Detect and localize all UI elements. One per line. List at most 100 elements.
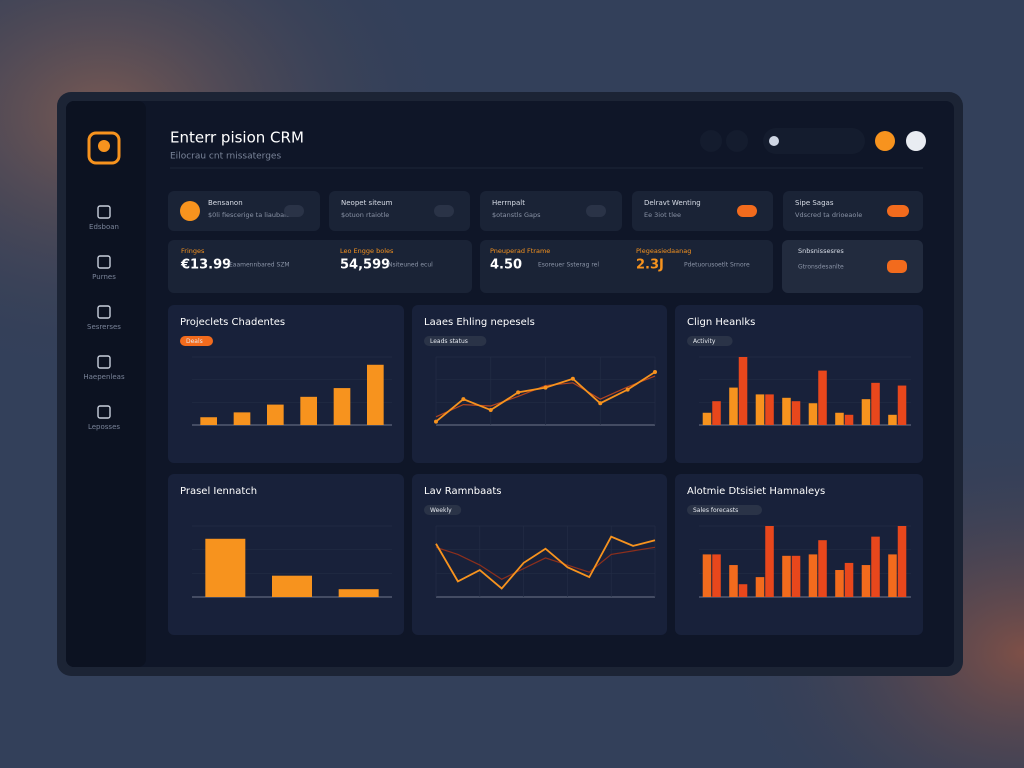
bar <box>200 417 217 425</box>
bar <box>782 397 791 425</box>
kpi-text: Eaamennbared SZM <box>229 262 290 269</box>
kpi-text: Pdetuorusoetlt Srnore <box>684 262 750 269</box>
badge-text: Weekly <box>430 507 452 514</box>
point <box>461 397 466 402</box>
bar <box>835 412 844 425</box>
chart-panel <box>412 474 667 635</box>
badge-text: Activity <box>693 338 716 345</box>
kpi-value: €13.99 <box>180 258 231 273</box>
bar <box>782 555 791 597</box>
kpi-button[interactable] <box>887 260 907 273</box>
bar <box>844 414 854 425</box>
kpi-card <box>168 240 472 293</box>
card-title: Herrnpalt <box>492 199 525 207</box>
kpi-label: Snbsnissesres <box>798 247 844 255</box>
notify-button[interactable] <box>726 130 748 152</box>
bar <box>738 357 748 425</box>
bar <box>844 562 854 597</box>
point <box>570 376 575 381</box>
bar <box>808 403 818 425</box>
sidebar <box>66 101 146 667</box>
nav-label[interactable]: Sesrerses <box>87 323 121 331</box>
bar <box>729 565 738 597</box>
card-text: $0li fiescerige ta liaubalent <box>208 211 297 219</box>
panel-title: Laaes Ehling nepesels <box>424 317 535 328</box>
kpi-value: 2.3J <box>636 258 664 273</box>
bar <box>712 554 721 597</box>
chart-panel <box>168 474 404 635</box>
nav-label[interactable]: Haepenleas <box>83 373 125 381</box>
card-title: Delravt Wenting <box>644 199 701 207</box>
badge-text: Sales forecasts <box>693 507 738 514</box>
panel-badge <box>180 336 213 346</box>
chart-panel <box>675 305 923 463</box>
nav-label[interactable]: Purnes <box>92 273 116 281</box>
bar <box>702 412 712 425</box>
avatar[interactable] <box>875 131 895 151</box>
bar <box>765 526 774 597</box>
kpi-text: Esoreuer Ssterag rel <box>538 262 599 269</box>
bar <box>338 589 379 597</box>
card-text: $otuon rtaiotle <box>341 211 389 219</box>
avatar[interactable] <box>906 131 926 151</box>
nav-icon[interactable] <box>97 305 111 319</box>
card-button[interactable] <box>586 205 606 217</box>
panel-badge <box>687 336 733 346</box>
bar <box>871 382 880 425</box>
bar <box>871 536 880 597</box>
bar <box>738 584 748 597</box>
point <box>516 390 521 395</box>
nav-label[interactable]: Leposses <box>88 423 120 431</box>
bar <box>861 565 871 597</box>
point <box>653 369 657 374</box>
line-series <box>435 535 656 590</box>
logo <box>87 131 121 165</box>
bar <box>835 570 844 597</box>
kpi-card <box>480 240 773 293</box>
card-button[interactable] <box>887 205 909 217</box>
card-text: Ee 3iot tlee <box>644 211 681 219</box>
card-title: Neopet siteum <box>341 199 393 207</box>
bar <box>205 538 246 597</box>
card-button[interactable] <box>737 205 757 217</box>
bar <box>808 554 818 597</box>
kpi-label: Plegeasiedaanag <box>636 247 691 255</box>
summary-card <box>168 191 320 231</box>
nav-icon[interactable] <box>97 255 111 269</box>
nav-icon[interactable] <box>97 405 111 419</box>
bar <box>712 401 721 425</box>
point <box>434 419 438 424</box>
nav-label[interactable]: Edsboan <box>89 223 119 231</box>
panel-title: Clign Heanlks <box>687 317 755 328</box>
line-series <box>435 546 656 580</box>
panel-title: Projeclets Chadentes <box>180 317 285 328</box>
bar <box>272 575 312 597</box>
card-button[interactable] <box>434 205 454 217</box>
panel-title: Prasel Iennatch <box>180 486 257 497</box>
kpi-text: Gtronsdesanlte <box>798 264 844 271</box>
card-button[interactable] <box>284 205 304 217</box>
nav-icon[interactable] <box>97 205 111 219</box>
panel-badge <box>687 505 762 515</box>
bar <box>861 399 871 425</box>
bar <box>367 364 384 425</box>
search-button[interactable] <box>700 130 722 152</box>
summary-card <box>480 191 622 231</box>
line-series <box>435 375 656 418</box>
point <box>625 387 630 392</box>
user-pill[interactable] <box>763 128 865 154</box>
user-icon <box>769 136 779 146</box>
bar <box>818 370 827 425</box>
kpi-value: 4.50 <box>490 258 522 273</box>
kpi-label: Pneuperad Ftrame <box>490 247 550 255</box>
point <box>488 408 493 413</box>
bar <box>729 387 738 425</box>
bar <box>897 385 907 425</box>
card-text: $otanstls Gaps <box>492 211 541 219</box>
summary-card <box>329 191 470 231</box>
bar <box>888 414 897 425</box>
kpi-label: Fringes <box>181 247 205 255</box>
badge-text: Leads status <box>430 338 468 345</box>
nav-icon[interactable] <box>97 355 111 369</box>
